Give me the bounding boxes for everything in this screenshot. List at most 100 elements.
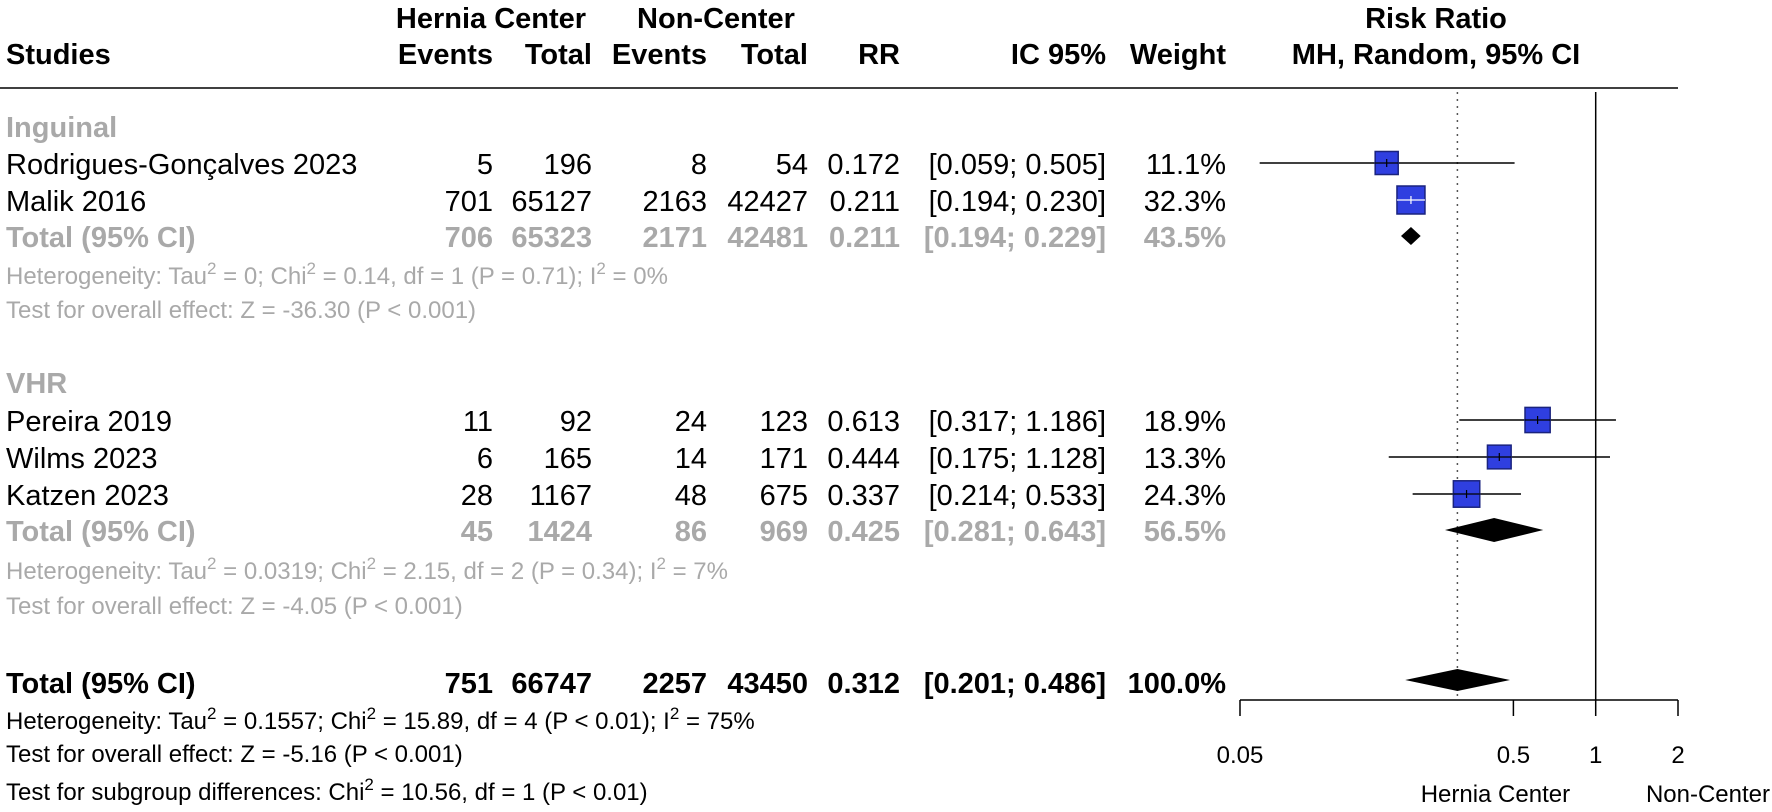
study-row: Wilms 2023 6 165 14 171 0.444 [0.175; 1.… <box>6 443 1226 475</box>
overall-effect-test: Test for overall effect: Z = -5.16 (P < … <box>6 741 463 768</box>
confidence-interval: [0.059; 0.505] <box>929 149 1106 181</box>
ci-header: IC 95% <box>1011 39 1106 71</box>
total-noncenter: 171 <box>760 443 808 475</box>
total-center: 65323 <box>511 222 592 254</box>
subgroup-label-inguinal: Inguinal <box>6 112 117 144</box>
total-label: Total (95% CI) <box>6 668 196 700</box>
study-name: Pereira 2019 <box>6 406 172 438</box>
risk-ratio: 0.613 <box>827 406 900 438</box>
events-noncenter: 48 <box>675 480 707 512</box>
x-tick-label: 0.05 <box>1217 742 1264 769</box>
pooled-diamond <box>1444 518 1544 542</box>
weight: 18.9% <box>1144 406 1226 438</box>
events-noncenter: 2171 <box>642 222 707 254</box>
study-row: Malik 2016 701 65127 2163 42427 0.211 [0… <box>6 186 1226 218</box>
favours-non-center-label: Non-Center <box>1646 781 1770 808</box>
study-name: Katzen 2023 <box>6 480 169 512</box>
studies-header: Studies <box>6 39 111 71</box>
confidence-interval: [0.175; 1.128] <box>929 443 1106 475</box>
events1-header: Events <box>398 39 493 71</box>
total-center: 196 <box>544 149 592 181</box>
study-row: Pereira 2019 11 92 24 123 0.613 [0.317; … <box>6 406 1226 438</box>
total-noncenter: 123 <box>760 406 808 438</box>
subgroup-differences-test: Test for subgroup differences: Chi2 = 10… <box>6 775 648 806</box>
risk-ratio: 0.337 <box>827 480 900 512</box>
rr-header: RR <box>858 39 900 71</box>
events-center: 5 <box>477 149 493 181</box>
favours-hernia-center-label: Hernia Center <box>1421 781 1570 808</box>
x-tick-label: 1 <box>1589 742 1602 769</box>
weight: 100.0% <box>1128 668 1227 700</box>
heterogeneity-vhr: Heterogeneity: Tau2 = 0.0319; Chi2 = 2.1… <box>6 554 728 585</box>
overall-total-row: Total (95% CI) 751 66747 2257 43450 0.31… <box>6 668 1226 700</box>
plot-subtitle: MH, Random, 95% CI <box>1292 39 1580 71</box>
total-center: 1167 <box>530 480 592 512</box>
events-center: 11 <box>463 406 493 438</box>
total-noncenter: 54 <box>776 149 808 181</box>
total-noncenter: 42427 <box>727 186 808 218</box>
table-header: Hernia Center Non-Center Risk Ratio Stud… <box>0 3 1678 89</box>
events-center: 701 <box>445 186 493 218</box>
study-row: Rodrigues-Gonçalves 2023 5 196 8 54 0.17… <box>6 149 1226 181</box>
total-center: 65127 <box>511 186 592 218</box>
weight: 43.5% <box>1144 222 1226 254</box>
total-noncenter: 43450 <box>727 668 808 700</box>
risk-ratio: 0.312 <box>827 668 900 700</box>
total-center: 1424 <box>527 516 592 548</box>
confidence-interval: [0.214; 0.533] <box>929 480 1106 512</box>
study-name: Wilms 2023 <box>6 443 158 475</box>
events-noncenter: 2163 <box>642 186 707 218</box>
confidence-interval: [0.317; 1.186] <box>929 406 1106 438</box>
weight: 56.5% <box>1144 516 1226 548</box>
risk-ratio: 0.211 <box>830 186 900 218</box>
pooled-diamond <box>1400 227 1421 245</box>
events-center: 28 <box>461 480 493 512</box>
events-center: 45 <box>461 516 493 548</box>
confidence-interval: [0.201; 0.486] <box>924 668 1106 700</box>
weight: 24.3% <box>1144 480 1226 512</box>
total-noncenter: 675 <box>760 480 808 512</box>
group1-header: Hernia Center <box>396 3 586 35</box>
weight: 11.1% <box>1146 149 1226 181</box>
risk-ratio: 0.172 <box>827 149 900 181</box>
total-center: 92 <box>560 406 592 438</box>
overall-effect-test-inguinal: Test for overall effect: Z = -36.30 (P <… <box>6 297 476 324</box>
total-label: Total (95% CI) <box>6 222 196 254</box>
events-noncenter: 8 <box>691 149 707 181</box>
total1-header: Total <box>525 39 592 71</box>
study-row: Katzen 2023 28 1167 48 675 0.337 [0.214;… <box>6 480 1226 512</box>
events-noncenter: 86 <box>675 516 707 548</box>
events-center: 706 <box>445 222 493 254</box>
confidence-interval: [0.281; 0.643] <box>924 516 1106 548</box>
overall-effect-test-vhr: Test for overall effect: Z = -4.05 (P < … <box>6 593 463 620</box>
group2-header: Non-Center <box>637 3 795 35</box>
weight-header: Weight <box>1130 39 1226 71</box>
events-center: 751 <box>445 668 493 700</box>
subgroup-total-row: Total (95% CI) 706 65323 2171 42481 0.21… <box>6 222 1226 254</box>
x-tick-label: 2 <box>1671 742 1684 769</box>
total-label: Total (95% CI) <box>6 516 196 548</box>
risk-ratio: 0.211 <box>829 222 900 254</box>
risk-ratio: 0.425 <box>827 516 900 548</box>
risk-ratio: 0.444 <box>827 443 900 475</box>
subgroup-label-vhr: VHR <box>6 368 67 400</box>
events-noncenter: 2257 <box>642 668 707 700</box>
total-noncenter: 42481 <box>727 222 808 254</box>
events2-header: Events <box>612 39 707 71</box>
subgroup-total-row: Total (95% CI) 45 1424 86 969 0.425 [0.2… <box>6 516 1226 548</box>
pooled-diamond <box>1405 669 1511 691</box>
total-center: 66747 <box>511 668 592 700</box>
total2-header: Total <box>741 39 808 71</box>
events-center: 6 <box>477 443 493 475</box>
study-name: Malik 2016 <box>6 186 146 218</box>
weight: 32.3% <box>1144 186 1226 218</box>
x-tick-label: 0.5 <box>1497 742 1530 769</box>
confidence-interval: [0.194; 0.229] <box>924 222 1106 254</box>
plot-title: Risk Ratio <box>1365 3 1507 35</box>
events-noncenter: 24 <box>675 406 707 438</box>
total-center: 165 <box>544 443 592 475</box>
total-noncenter: 969 <box>760 516 808 548</box>
heterogeneity-overall: Heterogeneity: Tau2 = 0.1557; Chi2 = 15.… <box>6 704 755 735</box>
events-noncenter: 14 <box>675 443 707 475</box>
